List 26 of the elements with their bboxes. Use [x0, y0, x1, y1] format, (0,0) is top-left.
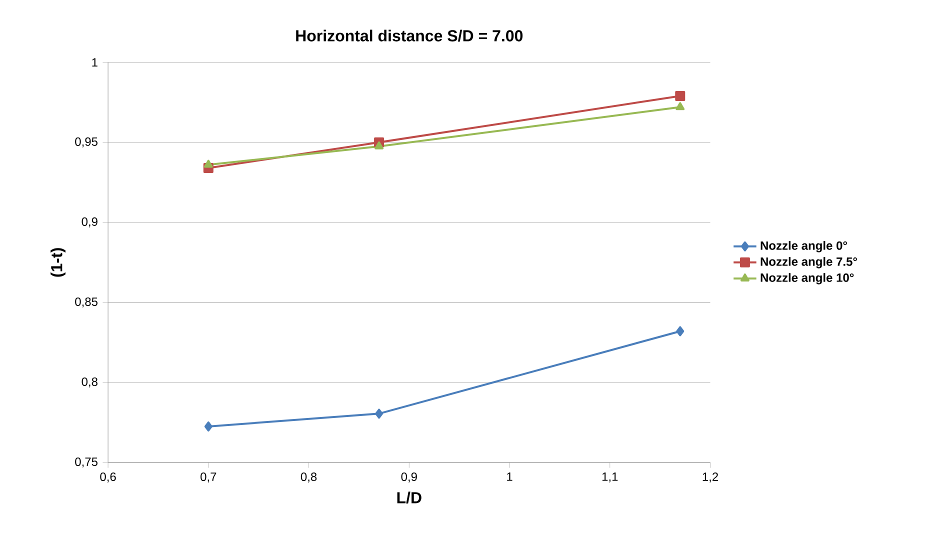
- y-axis-title: (1-t): [50, 248, 66, 277]
- x-tick-label: 0,7: [200, 472, 216, 483]
- point: [676, 102, 685, 110]
- y-tick-label: 0,8: [82, 378, 98, 388]
- point: [374, 142, 384, 150]
- x-tick-label: 0,6: [100, 472, 116, 483]
- x-tick-label: 0,9: [401, 472, 417, 483]
- y-tick-label: 0,75: [75, 458, 98, 468]
- x-tick-label: 1,2: [702, 472, 718, 483]
- point: [675, 91, 686, 102]
- chart-title: Horizontal distance S/D = 7.00: [296, 30, 523, 42]
- y-tick-label: 0,95: [75, 138, 98, 148]
- x-tick-label: 1: [507, 472, 512, 482]
- legend-label: Nozzle angle 7.5°: [760, 257, 858, 269]
- x-axis-title: L/D: [397, 492, 422, 504]
- x-tick-label: 1,1: [602, 472, 618, 483]
- x-tick-label: 0,8: [300, 472, 317, 483]
- legend-label: Nozzle angle 10°: [760, 273, 854, 285]
- point: [204, 160, 213, 168]
- y-tick-label: 0,9: [82, 218, 98, 228]
- point: [375, 408, 384, 419]
- point: [676, 326, 684, 336]
- legend-label: Nozzle angle 0°: [760, 241, 848, 253]
- y-tick-label: 1: [92, 58, 98, 67]
- point: [204, 422, 212, 432]
- y-tick-label: 0,85: [75, 298, 98, 308]
